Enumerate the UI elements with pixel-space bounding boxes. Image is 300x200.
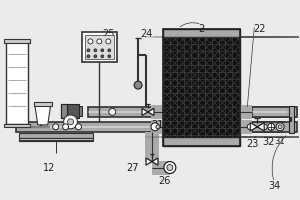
Circle shape bbox=[94, 55, 97, 58]
Circle shape bbox=[68, 119, 74, 125]
Bar bbox=[289, 106, 294, 133]
Bar bbox=[163, 37, 240, 137]
Circle shape bbox=[64, 115, 77, 129]
Bar bbox=[163, 37, 240, 137]
Text: 24: 24 bbox=[140, 29, 152, 39]
Circle shape bbox=[101, 49, 104, 52]
Bar bbox=[85, 35, 114, 59]
Polygon shape bbox=[250, 123, 264, 131]
Bar bbox=[82, 32, 117, 62]
Bar bbox=[16, 126, 284, 128]
Bar bbox=[4, 39, 30, 43]
Bar bbox=[88, 107, 287, 117]
Bar bbox=[252, 122, 297, 132]
Circle shape bbox=[76, 124, 82, 130]
Circle shape bbox=[97, 39, 102, 44]
Text: 25: 25 bbox=[102, 29, 115, 39]
Text: 27: 27 bbox=[126, 163, 138, 173]
Text: 26: 26 bbox=[159, 176, 171, 186]
Circle shape bbox=[88, 39, 93, 44]
Bar bbox=[34, 102, 52, 106]
Bar bbox=[19, 133, 93, 138]
Circle shape bbox=[164, 162, 176, 173]
Circle shape bbox=[276, 123, 284, 131]
Circle shape bbox=[94, 49, 97, 52]
Bar bbox=[4, 124, 30, 127]
Circle shape bbox=[63, 124, 69, 130]
Circle shape bbox=[87, 55, 90, 58]
Bar bbox=[88, 111, 287, 113]
Text: 2: 2 bbox=[199, 24, 205, 34]
Polygon shape bbox=[146, 158, 158, 165]
Bar bbox=[61, 104, 67, 118]
Bar bbox=[163, 137, 240, 146]
Text: 23: 23 bbox=[246, 139, 259, 149]
Text: 21: 21 bbox=[151, 120, 164, 130]
Circle shape bbox=[101, 55, 104, 58]
Bar bbox=[16, 122, 284, 132]
Circle shape bbox=[106, 39, 111, 44]
Bar bbox=[163, 28, 240, 37]
Circle shape bbox=[87, 49, 90, 52]
Circle shape bbox=[108, 55, 111, 58]
Bar bbox=[163, 28, 240, 146]
Circle shape bbox=[156, 125, 160, 129]
Circle shape bbox=[278, 125, 282, 129]
Circle shape bbox=[261, 124, 267, 130]
Bar bbox=[6, 42, 28, 124]
Circle shape bbox=[167, 165, 173, 171]
Polygon shape bbox=[142, 108, 154, 115]
Circle shape bbox=[109, 108, 116, 115]
Circle shape bbox=[247, 124, 253, 130]
Circle shape bbox=[53, 124, 58, 130]
Circle shape bbox=[108, 49, 111, 52]
Text: 34: 34 bbox=[268, 181, 280, 191]
Text: 32: 32 bbox=[262, 137, 274, 147]
Bar bbox=[252, 107, 297, 117]
Polygon shape bbox=[35, 105, 51, 125]
Bar bbox=[61, 104, 79, 118]
Circle shape bbox=[134, 81, 142, 89]
Bar bbox=[79, 106, 83, 116]
Text: 12: 12 bbox=[43, 163, 55, 173]
Text: 22: 22 bbox=[253, 24, 266, 34]
Text: 31: 31 bbox=[275, 137, 285, 146]
Circle shape bbox=[151, 123, 159, 131]
Bar bbox=[19, 138, 93, 141]
Circle shape bbox=[268, 123, 274, 130]
